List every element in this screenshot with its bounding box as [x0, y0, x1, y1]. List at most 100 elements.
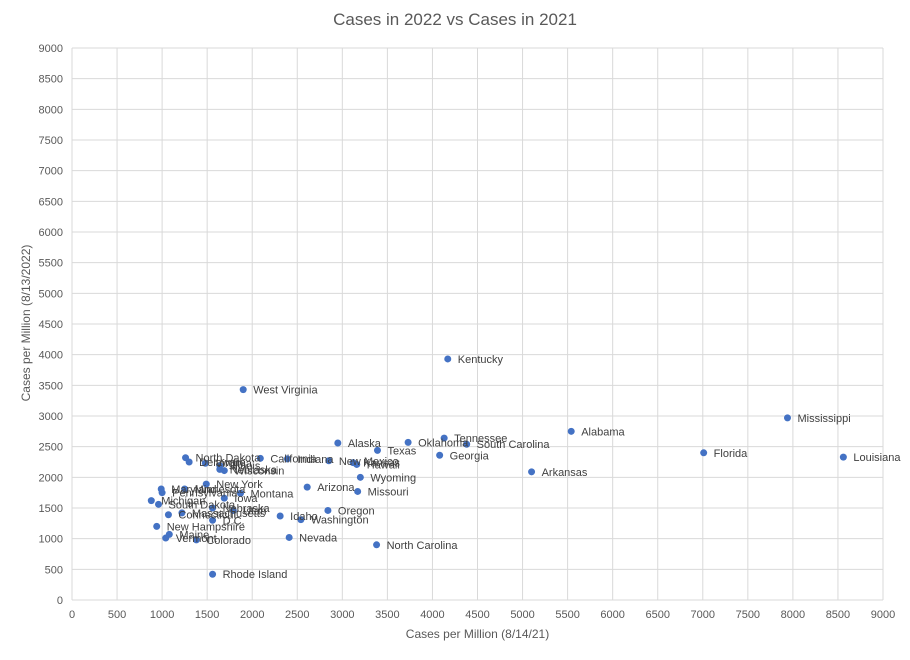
data-label: Michigan [161, 496, 205, 508]
data-point [444, 355, 452, 363]
data-point [239, 386, 247, 394]
data-point [201, 459, 209, 467]
y-tick-label: 2000 [39, 472, 63, 484]
data-label: Georgia [450, 450, 490, 462]
data-point [440, 434, 448, 442]
x-tick-label: 3500 [375, 609, 399, 621]
data-point [158, 489, 166, 497]
data-label: Mississippi [797, 413, 850, 425]
data-label: Rhode Island [223, 569, 288, 581]
y-tick-label: 8500 [39, 74, 63, 86]
x-tick-label: 500 [108, 609, 126, 621]
data-label: Washington [311, 515, 369, 527]
data-label: Idaho [290, 511, 318, 523]
data-point [276, 512, 284, 520]
data-point [209, 504, 217, 512]
data-point [283, 455, 291, 463]
data-label: Pennsylvania [172, 488, 238, 500]
x-tick-label: 1500 [195, 609, 219, 621]
data-point [181, 485, 189, 493]
data-label: Nebraska [223, 503, 271, 515]
data-label: Indiana [297, 454, 334, 466]
data-label: Arizona [317, 482, 355, 494]
data-point [334, 439, 342, 447]
data-label: New York [216, 479, 263, 491]
x-tick-label: 8500 [826, 609, 850, 621]
data-point [237, 489, 245, 497]
data-label: Alaska [348, 438, 382, 450]
data-label: Maine [179, 529, 209, 541]
data-label: D.C. [223, 515, 245, 527]
y-tick-label: 0 [57, 595, 63, 607]
data-point [436, 451, 444, 459]
y-tick-label: 3000 [39, 411, 63, 423]
data-label: West Virginia [253, 385, 318, 397]
y-tick-label: 5500 [39, 258, 63, 270]
y-tick-label: 6500 [39, 196, 63, 208]
y-tick-label: 6000 [39, 227, 63, 239]
data-point [373, 541, 381, 549]
data-label: Alabama [581, 426, 625, 438]
data-label: Hawaii [367, 459, 400, 471]
data-point [463, 440, 471, 448]
y-tick-label: 4000 [39, 350, 63, 362]
data-label: Missouri [368, 486, 409, 498]
data-label: Texas [387, 445, 416, 457]
data-label: Connecticut [178, 510, 236, 522]
y-tick-label: 4500 [39, 319, 63, 331]
data-label: Nevada [299, 532, 338, 544]
data-label: South Dakota [169, 499, 237, 511]
data-label: California [270, 453, 317, 465]
data-label: Kansas [363, 458, 400, 470]
data-label: Kentucky [458, 354, 504, 366]
data-point [353, 460, 361, 468]
x-tick-label: 5000 [510, 609, 534, 621]
data-point [220, 494, 228, 502]
y-tick-label: 7000 [39, 166, 63, 178]
data-label: Montana [251, 488, 295, 500]
data-label: Nebraska [230, 464, 278, 476]
x-tick-label: 7500 [736, 609, 760, 621]
data-label: Florida [714, 448, 749, 460]
data-label: Minnesota [195, 484, 247, 496]
x-tick-label: 4000 [420, 609, 444, 621]
x-tick-label: 0 [69, 609, 75, 621]
data-point [178, 509, 186, 517]
data-point [209, 516, 217, 524]
data-point [303, 483, 311, 491]
y-tick-label: 7500 [39, 135, 63, 147]
data-point [229, 506, 237, 514]
y-tick-label: 9000 [39, 43, 63, 55]
data-point [202, 480, 210, 488]
y-tick-label: 1500 [39, 503, 63, 515]
y-tick-label: 8000 [39, 104, 63, 116]
data-point [285, 533, 293, 541]
x-tick-label: 6000 [600, 609, 624, 621]
data-point [153, 522, 161, 530]
data-label: North Dakota [196, 453, 262, 465]
data-point [155, 500, 163, 508]
data-label: Tennessee [454, 433, 507, 445]
data-point [147, 497, 155, 505]
data-point [700, 449, 708, 457]
x-axis-title: Cases per Million (8/14/21) [405, 627, 550, 641]
data-label: Wisconsin [234, 466, 284, 478]
data-label: New Mexico [339, 456, 399, 468]
x-tick-label: 5500 [555, 609, 579, 621]
data-label: Colorado [206, 535, 251, 547]
x-tick-label: 2500 [285, 609, 309, 621]
data-point [783, 414, 791, 422]
data-point [404, 438, 412, 446]
y-tick-label: 2500 [39, 442, 63, 454]
data-label: Vermont [176, 533, 217, 545]
data-label: Utah [243, 505, 266, 517]
data-label: Louisiana [853, 452, 901, 464]
data-label: Arkansas [542, 467, 588, 479]
data-label: Illinois [230, 461, 261, 473]
data-label: Iowa [234, 493, 258, 505]
data-point [209, 570, 217, 578]
x-tick-label: 3000 [330, 609, 354, 621]
data-label: South Carolina [477, 439, 551, 451]
